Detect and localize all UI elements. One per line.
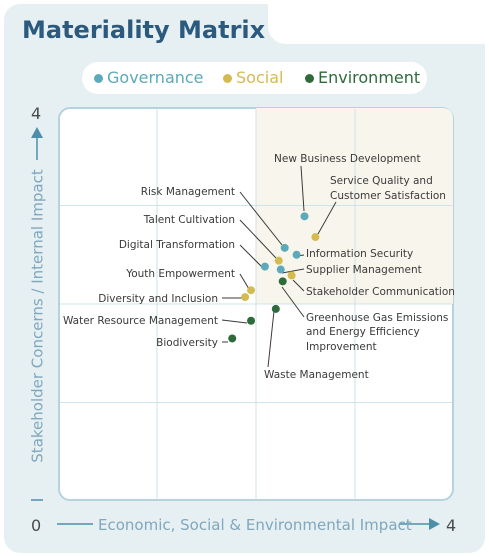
leader-line	[281, 286, 305, 318]
point-label: Customer Satisfaction	[330, 190, 446, 202]
y-axis-max-label: 4	[31, 104, 42, 123]
point-environment	[228, 334, 237, 343]
point-social	[274, 256, 283, 265]
point-label: Supplier Management	[306, 264, 422, 276]
x-axis-title: Economic, Social & Environmental Impact	[98, 516, 412, 534]
point-label: Youth Empowerment	[125, 268, 235, 280]
leader-line	[267, 310, 275, 368]
y-axis-arrowhead	[31, 127, 43, 138]
point-label: Diversity and Inclusion	[98, 293, 218, 305]
leader-line	[300, 165, 305, 212]
point-label: Water Resource Management	[63, 315, 218, 327]
legend-dot-social	[223, 74, 232, 83]
point-label: Biodiversity	[156, 337, 218, 349]
leader-line	[239, 191, 283, 246]
leader-line	[239, 273, 250, 290]
point-social	[241, 293, 250, 302]
point-social	[287, 271, 296, 280]
chart-title: Materiality Matrix	[22, 16, 266, 44]
point-environment	[278, 277, 287, 286]
point-label: Service Quality and	[330, 175, 433, 187]
legend-label-environment: Environment	[318, 68, 421, 87]
point-governance	[276, 265, 285, 274]
point-label: Stakeholder Communication	[306, 286, 455, 298]
leader-line	[317, 201, 337, 235]
point-governance	[260, 262, 269, 271]
point-label: Risk Management	[141, 186, 235, 198]
point-governance	[292, 250, 301, 259]
legend-dot-governance	[94, 74, 103, 83]
leader-line	[221, 319, 248, 324]
point-label: New Business Development	[274, 153, 421, 165]
point-social	[311, 233, 320, 242]
point-social	[247, 286, 256, 295]
point-environment	[247, 316, 256, 325]
origin-label: 0	[31, 516, 42, 535]
leader-line	[281, 268, 305, 274]
y-axis-title: Stakeholder Concerns / Internal Impact	[28, 169, 47, 463]
point-label: Talent Cultivation	[143, 214, 235, 226]
legend-label-social: Social	[236, 68, 284, 87]
point-governance	[300, 212, 309, 221]
leader-line	[239, 219, 277, 259]
x-axis-arrowhead	[429, 518, 440, 530]
point-governance	[280, 243, 289, 252]
leader-line	[239, 244, 262, 267]
point-label: Information Security	[306, 248, 413, 260]
card-tab-notch	[268, 4, 485, 44]
leader-line	[292, 279, 305, 292]
x-axis-max-label: 4	[446, 516, 457, 535]
point-label: and Energy Efficiency	[306, 326, 420, 338]
legend-label-governance: Governance	[107, 68, 204, 87]
point-label: Waste Management	[264, 369, 369, 381]
point-label: Improvement	[306, 341, 377, 353]
legend: Governance Social Environment	[82, 62, 427, 94]
point-label: Digital Transformation	[119, 239, 235, 251]
point-label: Greenhouse Gas Emissions	[306, 312, 448, 324]
legend-dot-environment	[305, 74, 314, 83]
point-environment	[271, 304, 280, 313]
